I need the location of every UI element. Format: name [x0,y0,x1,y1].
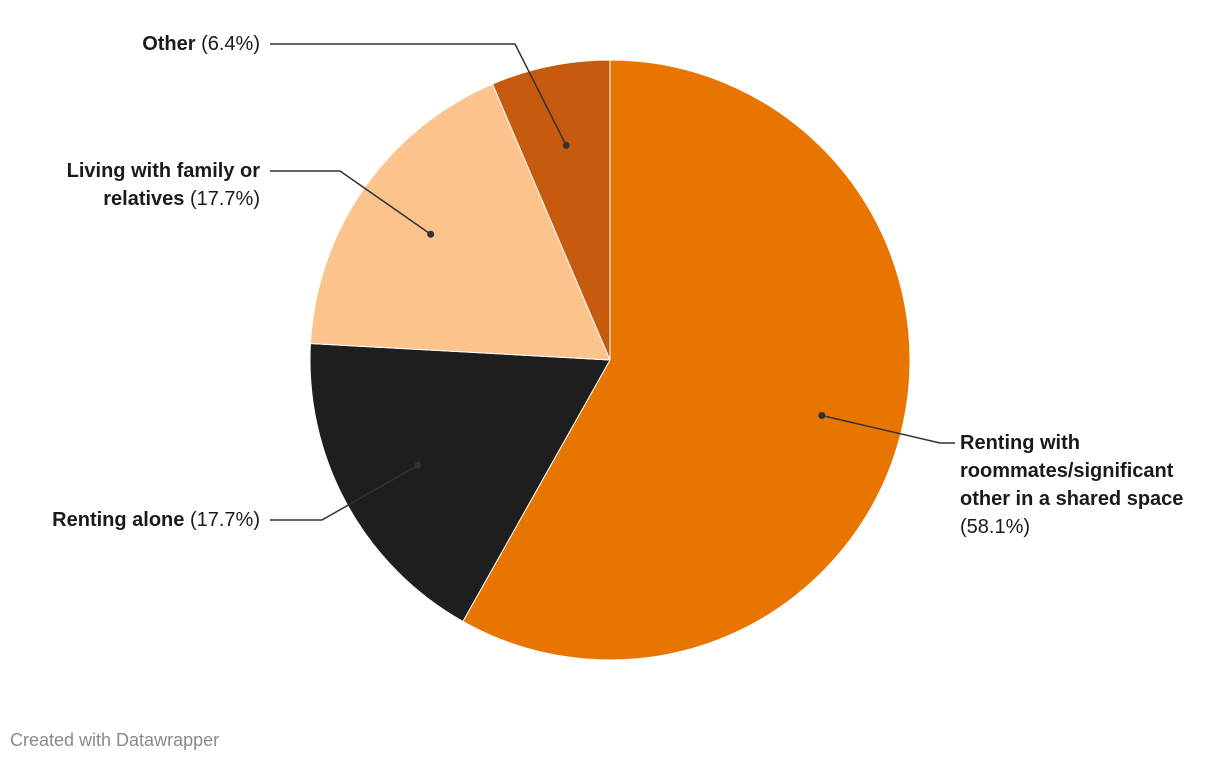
slice-label: Renting with roommates/significant other… [960,429,1215,541]
footer: Created with Datawrapper [10,730,220,750]
leader-line [270,170,432,235]
leader-line [270,43,567,146]
category-label: Renting alone [52,509,185,531]
slice-label: Living with family or relatives (17.7%) [20,157,260,213]
value-label: (17.7%) [189,509,260,531]
value-label: (17.7%) [189,188,260,210]
category-label: Renting with roommates/significant other… [960,432,1184,510]
pie-slice [309,342,611,623]
leader-dot [427,230,435,238]
leader-line [821,414,955,444]
leader-line [270,464,419,521]
category-label: Other [142,33,196,55]
leader-dot [562,141,570,149]
leader-dot [818,412,826,420]
pie-slice [491,59,611,361]
value-label: (58.1%) [960,516,1031,538]
slice-label: Other (6.4%) [10,30,260,58]
slice-label: Renting alone (17.7%) [10,506,260,534]
pie-slice [462,59,911,661]
leader-dot [414,461,422,469]
category-label: Living with family or relatives [66,160,260,210]
value-label: (6.4%) [201,33,260,55]
